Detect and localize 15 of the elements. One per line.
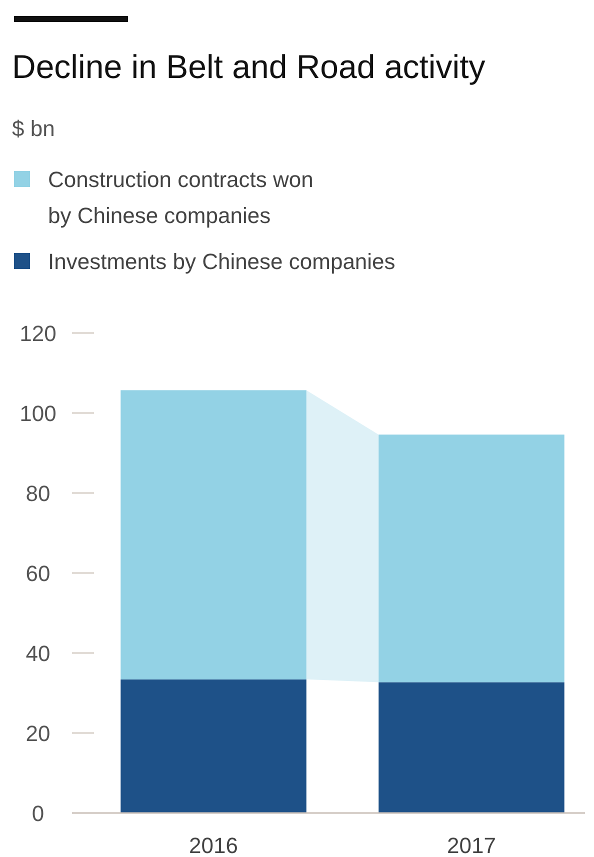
legend-label: Construction contracts won by Chinese companies	[48, 167, 314, 228]
y-tick-label: 60	[26, 561, 50, 586]
y-tick-label: 20	[26, 721, 50, 746]
bar	[378, 682, 564, 813]
y-tick-label: 100	[20, 401, 56, 426]
text: $ bn	[12, 116, 55, 141]
chart-title: Decline in Belt and Road activity	[12, 48, 486, 85]
y-tick-label: 0	[32, 801, 44, 826]
legend-label: Investments by Chinese companies	[48, 249, 396, 274]
bar	[120, 679, 306, 813]
y-tick-label: 120	[20, 321, 56, 346]
y-tick-label: 40	[26, 641, 50, 666]
x-tick-label: 2017	[447, 833, 496, 857]
y-tick-label: 80	[26, 481, 50, 506]
x-tick-label: 2016	[189, 833, 238, 857]
